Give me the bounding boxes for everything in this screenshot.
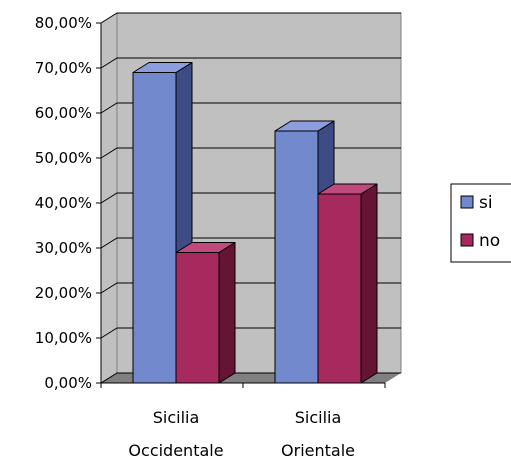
bar-front	[274, 130, 319, 384]
bar-front	[132, 72, 177, 384]
legend-label-si: si	[479, 193, 493, 213]
y-tick-label: 50,00%	[35, 149, 92, 167]
y-tick-label: 40,00%	[35, 194, 92, 212]
bars	[132, 62, 378, 384]
bar-front	[317, 193, 362, 384]
x-category-label: Sicilia	[153, 408, 200, 427]
legend-label-no: no	[479, 231, 500, 251]
bar-side	[218, 242, 236, 384]
y-tick-label: 0,00%	[44, 374, 92, 392]
gridline	[100, 102, 401, 114]
legend-swatch-no	[460, 233, 474, 247]
y-tick-label: 70,00%	[35, 59, 92, 77]
x-category-label: Orientale	[281, 441, 355, 460]
y-tick-label: 60,00%	[35, 104, 92, 122]
y-tick-label: 80,00%	[35, 14, 92, 32]
legend-swatch-si	[460, 195, 474, 209]
gridline	[100, 57, 401, 69]
x-axis-category-labels: Sicilia Occidentale Sicilia Orientale	[128, 408, 355, 460]
gridline	[100, 12, 401, 24]
legend: si no	[450, 183, 511, 263]
y-axis-tick-labels: 0,00% 10,00% 20,00% 30,00% 40,00% 50,00% 60,00…	[35, 14, 92, 392]
y-tick-label: 10,00%	[35, 329, 92, 347]
y-tick-label: 30,00%	[35, 239, 92, 257]
bar-side	[360, 183, 378, 384]
x-category-label: Sicilia	[295, 408, 342, 427]
bar-front	[175, 252, 220, 384]
bar-no-2	[317, 183, 378, 384]
bar-no-1	[175, 242, 236, 384]
x-category-label: Occidentale	[128, 441, 223, 460]
y-tick-label: 20,00%	[35, 284, 92, 302]
